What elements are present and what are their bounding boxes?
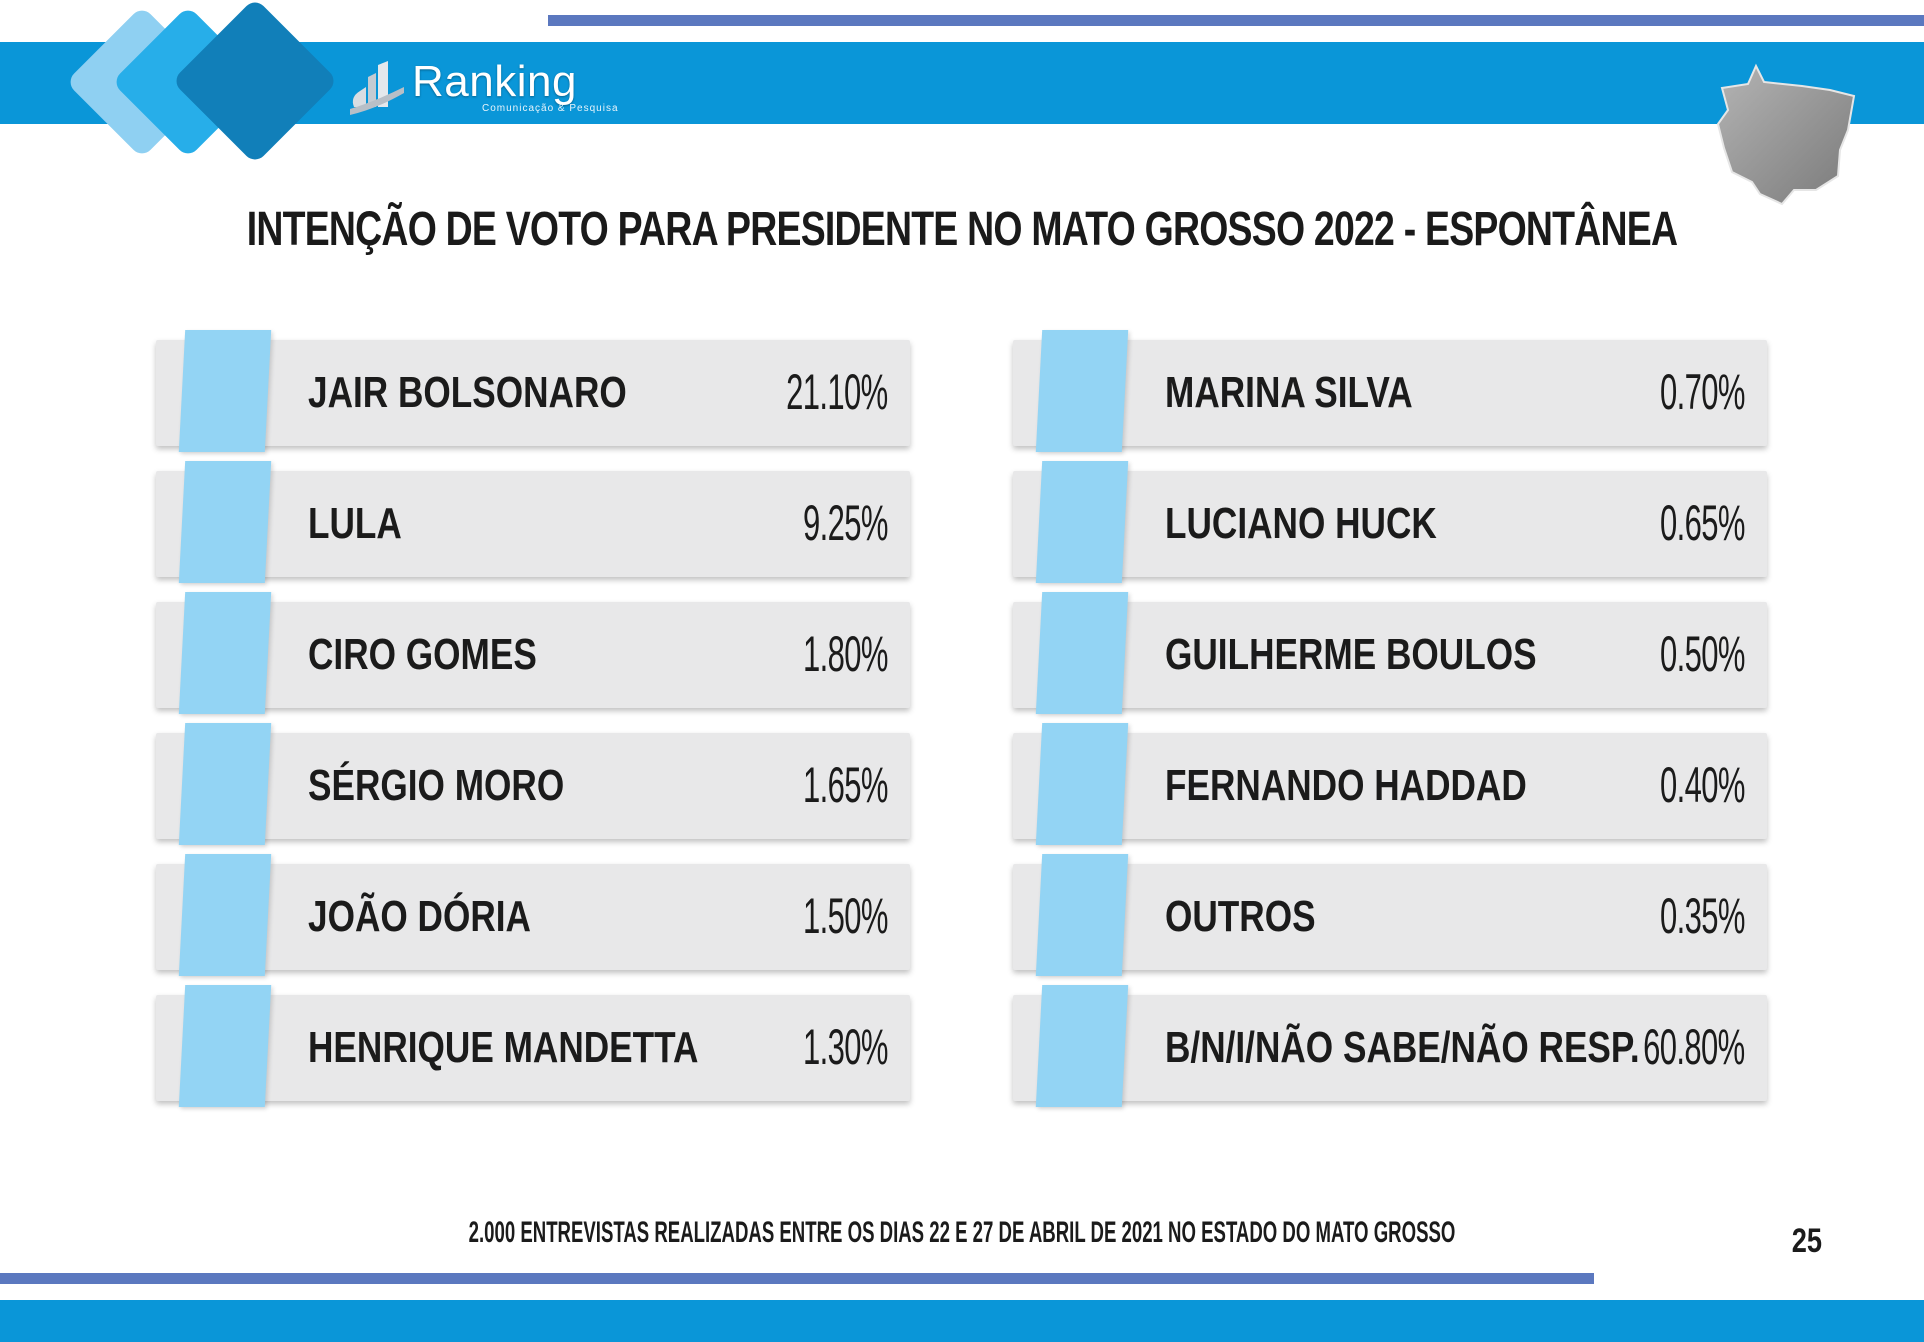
candidate-name: JAIR BOLSONARO [308, 368, 627, 417]
candidate-name: SÉRGIO MORO [308, 761, 565, 810]
candidate-card [1013, 471, 1767, 577]
candidate-name: FERNANDO HADDAD [1165, 761, 1527, 810]
candidate-card [1013, 602, 1767, 708]
candidate-row: GUILHERME BOULOS 0.50% [1013, 592, 1767, 714]
candidate-name: OUTROS [1165, 892, 1316, 941]
candidate-value: 60.80% [1643, 1019, 1746, 1075]
candidate-card [156, 471, 910, 577]
candidate-tab [1035, 854, 1129, 976]
candidate-row: OUTROS 0.35% [1013, 854, 1767, 976]
candidates-left-column: JAIR BOLSONARO 21.10% LULA 9.25% CIRO GO… [156, 330, 910, 1122]
candidate-name: LUCIANO HUCK [1165, 499, 1437, 548]
candidate-row: FERNANDO HADDAD 0.40% [1013, 723, 1767, 845]
candidate-tab [1035, 592, 1129, 714]
candidate-name: HENRIQUE MANDETTA [308, 1023, 699, 1072]
candidate-value: 21.10% [786, 364, 889, 420]
candidate-tab [178, 854, 272, 976]
logo-mark-icon [350, 61, 404, 115]
candidate-value: 1.80% [803, 626, 888, 682]
candidate-row: HENRIQUE MANDETTA 1.30% [156, 985, 910, 1107]
candidate-card [156, 995, 910, 1101]
candidate-tab [178, 592, 272, 714]
candidate-row: JOÃO DÓRIA 1.50% [156, 854, 910, 976]
ranking-logo: Ranking Comunicação & Pesquisa [346, 52, 619, 122]
candidate-name: LULA [308, 499, 402, 548]
page-number: 25 [1791, 1222, 1823, 1260]
candidate-tab [178, 330, 272, 452]
candidate-card [1013, 340, 1767, 446]
candidate-name: JOÃO DÓRIA [308, 892, 531, 941]
candidate-tab [1035, 461, 1129, 583]
candidate-row: LUCIANO HUCK 0.65% [1013, 461, 1767, 583]
candidate-row: CIRO GOMES 1.80% [156, 592, 910, 714]
candidate-tab [178, 985, 272, 1107]
candidate-card [1013, 995, 1767, 1101]
candidate-name: B/N/I/NÃO SABE/NÃO RESP. [1165, 1023, 1640, 1072]
candidate-name: GUILHERME BOULOS [1165, 630, 1537, 679]
candidate-value: 9.25% [803, 495, 888, 551]
candidate-row: SÉRGIO MORO 1.65% [156, 723, 910, 845]
candidate-value: 0.65% [1660, 495, 1745, 551]
mato-grosso-state-icon [1716, 63, 1856, 206]
candidate-card [1013, 864, 1767, 970]
candidate-tab [178, 723, 272, 845]
logo-name: Ranking [412, 57, 577, 106]
candidates-right-column: MARINA SILVA 0.70% LUCIANO HUCK 0.65% GU… [1013, 330, 1767, 1122]
candidate-tab [178, 461, 272, 583]
candidate-row: B/N/I/NÃO SABE/NÃO RESP. 60.80% [1013, 985, 1767, 1107]
candidate-value: 1.65% [803, 757, 888, 813]
page-title: INTENÇÃO DE VOTO PARA PRESIDENTE NO MATO… [246, 203, 1678, 256]
footer-band [0, 1300, 1924, 1342]
candidate-value: 1.50% [803, 888, 888, 944]
candidate-tab [1035, 723, 1129, 845]
candidate-value: 0.50% [1660, 626, 1745, 682]
candidate-card [1013, 733, 1767, 839]
candidate-row: LULA 9.25% [156, 461, 910, 583]
candidate-card [156, 733, 910, 839]
candidate-value: 0.70% [1660, 364, 1745, 420]
bottom-decorative-line [0, 1273, 1594, 1284]
candidate-tab [1035, 330, 1129, 452]
footer-methodology-note: 2.000 ENTREVISTAS REALIZADAS ENTRE OS DI… [468, 1216, 1456, 1249]
candidate-name: MARINA SILVA [1165, 368, 1413, 417]
candidate-card [156, 602, 910, 708]
top-decorative-line [548, 15, 1924, 26]
candidate-card [156, 340, 910, 446]
candidate-row: MARINA SILVA 0.70% [1013, 330, 1767, 452]
logo-tagline: Comunicação & Pesquisa [482, 103, 619, 114]
candidate-value: 0.35% [1660, 888, 1745, 944]
candidate-name: CIRO GOMES [308, 630, 537, 679]
candidate-value: 0.40% [1660, 757, 1745, 813]
candidate-value: 1.30% [803, 1019, 888, 1075]
candidate-card [156, 864, 910, 970]
candidate-tab [1035, 985, 1129, 1107]
candidate-row: JAIR BOLSONARO 21.10% [156, 330, 910, 452]
